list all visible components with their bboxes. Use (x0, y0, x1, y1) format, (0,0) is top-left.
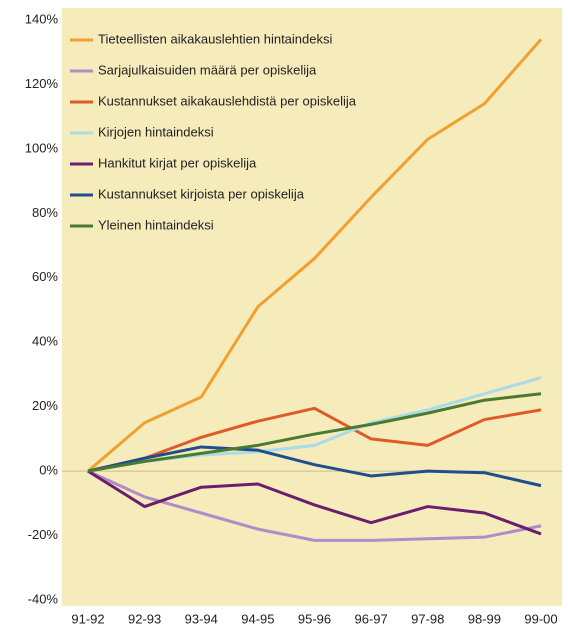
x-tick-label: 91-92 (71, 611, 104, 626)
x-tick-label: 93-94 (185, 611, 218, 626)
legend-label: Kirjojen hintaindeksi (98, 124, 214, 139)
y-tick-label: 120% (25, 76, 59, 91)
series-line (87, 38, 543, 473)
y-tick-label: 60% (32, 269, 58, 284)
x-tick-label: 97-98 (411, 611, 444, 626)
y-tick-label: 140% (25, 11, 59, 26)
series-line (87, 469, 542, 536)
legend-label: Yleinen hintaindeksi (98, 217, 214, 232)
legend-label: Hankitut kirjat per opiskelija (98, 155, 257, 170)
y-tick-label: -20% (28, 527, 59, 542)
series-line (87, 445, 542, 488)
series-line (87, 392, 542, 473)
series-line (87, 469, 542, 542)
legend-label: Kustannukset kirjoista per opiskelija (98, 186, 305, 201)
y-tick-label: 20% (32, 398, 58, 413)
y-tick-label: 0% (39, 463, 58, 478)
x-tick-label: 99-00 (524, 611, 557, 626)
series-line (87, 406, 542, 473)
y-tick-label: -40% (28, 591, 59, 606)
x-tick-label: 96-97 (355, 611, 388, 626)
x-tick-label: 94-95 (241, 611, 274, 626)
legend-label: Kustannukset aikakauslehdistä per opiske… (98, 93, 357, 108)
legend-label: Tieteellisten aikakauslehtien hintaindek… (98, 31, 332, 46)
x-tick-label: 95-96 (298, 611, 331, 626)
y-tick-label: 80% (32, 205, 58, 220)
x-tick-label: 98-99 (468, 611, 501, 626)
x-tick-label: 92-93 (128, 611, 161, 626)
y-tick-label: 40% (32, 334, 58, 349)
legend-label: Sarjajulkaisuiden määrä per opiskelija (98, 62, 317, 77)
y-tick-label: 100% (25, 140, 59, 155)
